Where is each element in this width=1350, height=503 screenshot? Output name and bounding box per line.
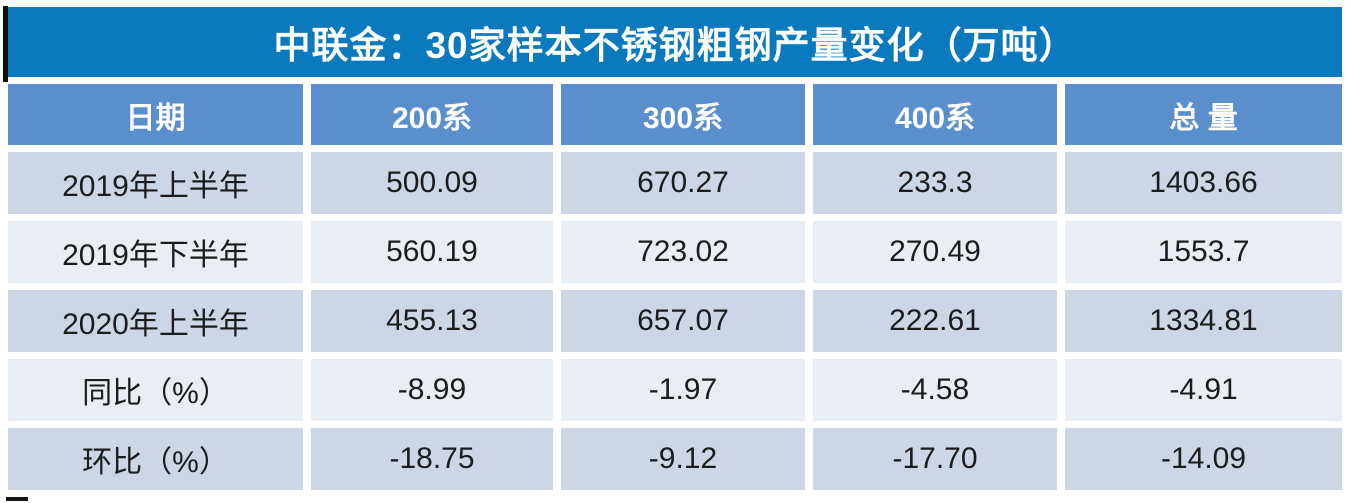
row-label: 2020年上半年 [8,290,303,352]
cell-200: 560.19 [311,221,553,283]
title-row: 中联金：30家样本不锈钢粗钢产量变化（万吨） [8,7,1343,77]
table-row-2019h1: 2019年上半年 500.09 670.27 233.3 1403.66 [8,152,1343,214]
column-header-date: 日期 [8,84,303,145]
table-row-mom: 环比（%） -18.75 -9.12 -17.70 -14.09 [8,428,1343,490]
cell-200: 455.13 [311,290,553,352]
cell-300: -9.12 [561,428,805,490]
cell-300: 670.27 [561,152,805,214]
column-header-200: 200系 [311,84,553,145]
left-edge-mark [3,6,8,82]
table-row-yoy: 同比（%） -8.99 -1.97 -4.58 -4.91 [8,359,1343,421]
table-row-2019h2: 2019年下半年 560.19 723.02 270.49 1553.7 [8,221,1343,283]
row-label: 环比（%） [8,428,303,490]
column-header-400: 400系 [813,84,1057,145]
column-header-total: 总 量 [1065,84,1343,145]
table-title: 中联金：30家样本不锈钢粗钢产量变化（万吨） [8,7,1343,77]
cell-300: 723.02 [561,221,805,283]
column-header-300: 300系 [561,84,805,145]
cell-400: 233.3 [813,152,1057,214]
cell-total: 1553.7 [1065,221,1343,283]
cell-400: -17.70 [813,428,1057,490]
cell-400: 270.49 [813,221,1057,283]
cell-300: 657.07 [561,290,805,352]
row-label: 同比（%） [8,359,303,421]
cell-200: -8.99 [311,359,553,421]
table-row-2020h1: 2020年上半年 455.13 657.07 222.61 1334.81 [8,290,1343,352]
cell-300: -1.97 [561,359,805,421]
cell-200: 500.09 [311,152,553,214]
cell-total: 1403.66 [1065,152,1343,214]
cell-400: -4.58 [813,359,1057,421]
cell-200: -18.75 [311,428,553,490]
cell-400: 222.61 [813,290,1057,352]
header-row: 日期 200系 300系 400系 总 量 [8,84,1343,145]
row-label: 2019年下半年 [8,221,303,283]
cell-total: -4.91 [1065,359,1343,421]
cell-total: 1334.81 [1065,290,1343,352]
row-label: 2019年上半年 [8,152,303,214]
cell-total: -14.09 [1065,428,1343,490]
bottom-edge-mark [6,497,28,501]
